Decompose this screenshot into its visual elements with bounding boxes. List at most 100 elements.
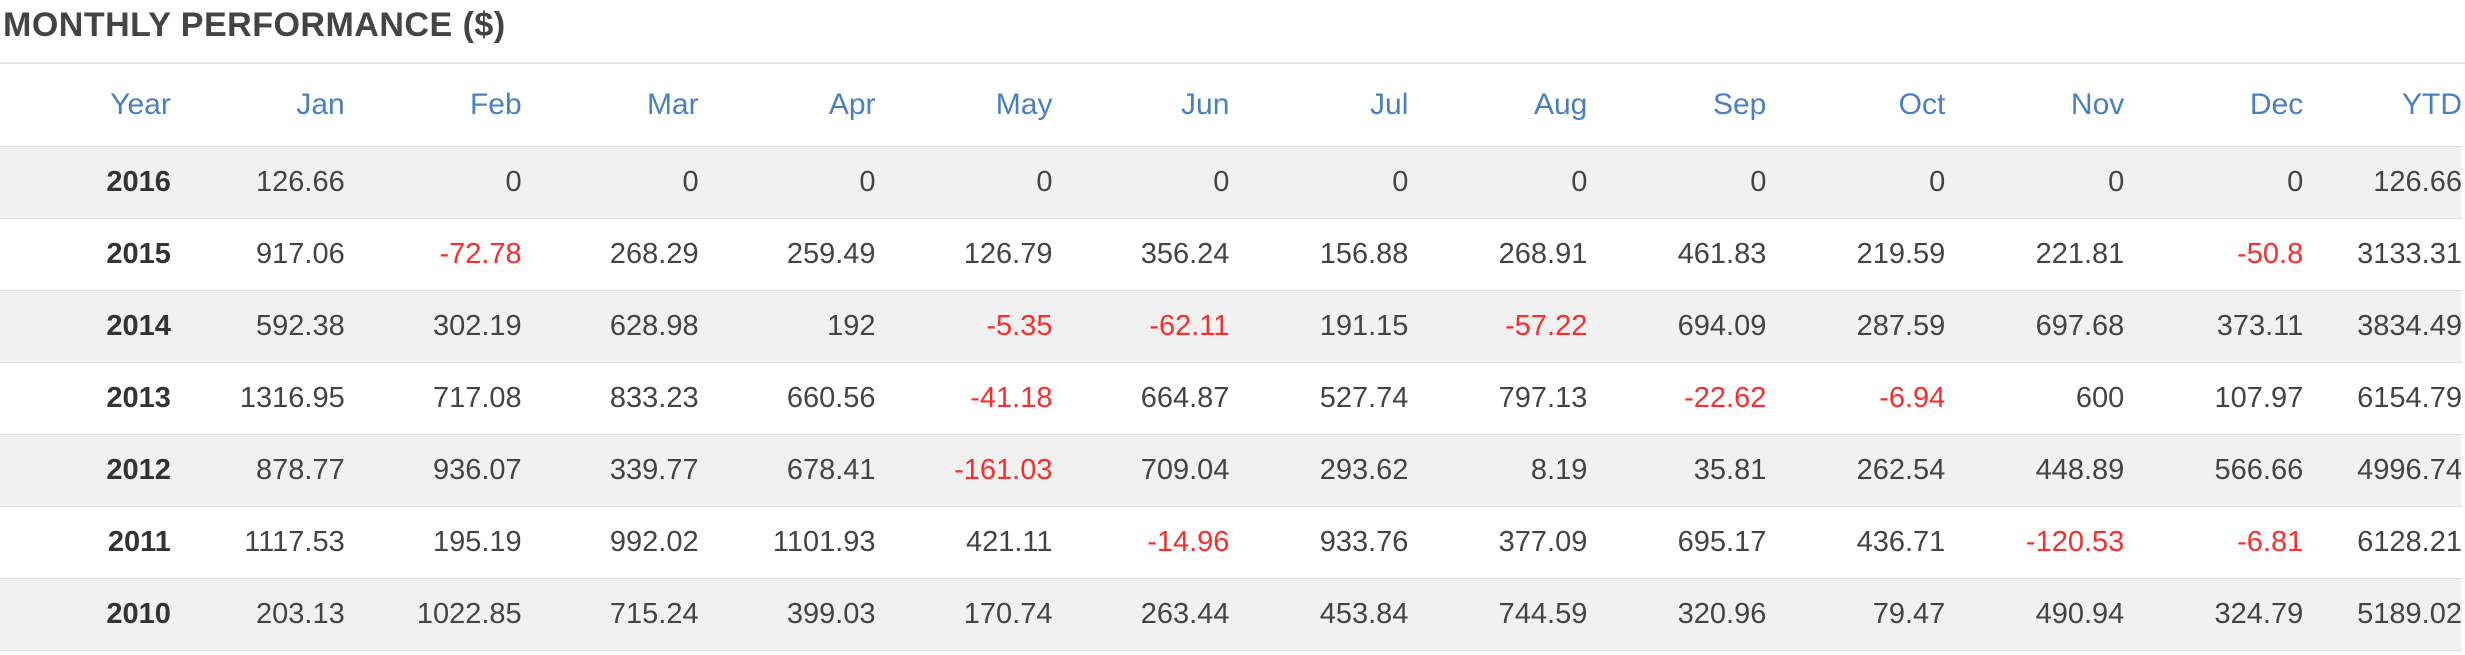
column-header-aug: Aug: [1533, 87, 1588, 121]
value-cell-sep: 461.83: [1587, 217, 1767, 290]
table-row: 2010 203.13 1022.85 715.24 399.03 170.74 263.4…: [0, 577, 2462, 651]
value-cell-mar: 0: [521, 145, 699, 218]
value-cell-jun: 263.44: [1052, 577, 1230, 651]
value-cell-sep: 694.09: [1587, 289, 1767, 362]
value-cell-feb: 1022.85: [344, 577, 522, 651]
value-cell-jan: 1316.95: [170, 361, 345, 434]
year-cell: 2014: [0, 289, 171, 362]
table-row: 2011 1117.53 195.19 992.02 1101.93 421.11 -14.…: [0, 505, 2462, 578]
value-cell-jan: 592.38: [170, 289, 345, 362]
value-cell-feb: -72.78: [344, 217, 522, 290]
column-header-mar: Mar: [646, 87, 699, 121]
value-cell-aug: 744.59: [1408, 577, 1588, 651]
table-row: 2012 878.77 936.07 339.77 678.41 -161.03 709.0…: [0, 433, 2462, 506]
value-cell-dec: 566.66: [2124, 433, 2304, 506]
column-header-jul: Jul: [1370, 87, 1409, 121]
title-divider: [0, 62, 2465, 64]
value-cell-nov: 600: [1945, 361, 2125, 434]
year-cell: 2013: [0, 361, 171, 434]
value-cell-feb: 717.08: [344, 361, 522, 434]
value-cell-feb: 0: [344, 145, 522, 218]
value-cell-jan: 917.06: [170, 217, 345, 290]
value-cell-mar: 628.98: [521, 289, 699, 362]
table-row: 2014 592.38 302.19 628.98 192 -5.35 -62.11 191.…: [0, 289, 2462, 362]
value-cell-jul: 156.88: [1229, 217, 1409, 290]
value-cell-ytd: 6154.79: [2303, 361, 2462, 434]
value-cell-apr: 678.41: [698, 433, 876, 506]
value-cell-aug: 268.91: [1408, 217, 1588, 290]
value-cell-jul: 0: [1229, 145, 1409, 218]
value-cell-feb: 302.19: [344, 289, 522, 362]
header-row: Year Jan Feb Mar Apr May Jun Jul Aug Sep Oct Nov Dec…: [0, 64, 2462, 146]
table-header: Year Jan Feb Mar Apr May Jun Jul Aug Sep Oct Nov Dec…: [0, 64, 2462, 146]
column-header-apr: Apr: [828, 87, 876, 121]
value-cell-nov: 490.94: [1945, 577, 2125, 651]
value-cell-dec: 107.97: [2124, 361, 2304, 434]
value-cell-oct: 79.47: [1766, 577, 1946, 651]
value-cell-nov: 697.68: [1945, 289, 2125, 362]
value-cell-mar: 715.24: [521, 577, 699, 651]
column-header-dec: Dec: [2249, 87, 2304, 121]
year-cell: 2012: [0, 433, 171, 506]
value-cell-aug: 797.13: [1408, 361, 1588, 434]
value-cell-mar: 339.77: [521, 433, 699, 506]
column-header-sep: Sep: [1712, 87, 1767, 121]
value-cell-apr: 399.03: [698, 577, 876, 651]
value-cell-may: -161.03: [875, 433, 1053, 506]
value-cell-sep: 320.96: [1587, 577, 1767, 651]
value-cell-jun: 356.24: [1052, 217, 1230, 290]
value-cell-jun: -62.11: [1052, 289, 1230, 362]
value-cell-jan: 1117.53: [170, 505, 345, 578]
value-cell-apr: 660.56: [698, 361, 876, 434]
value-cell-dec: -6.81: [2124, 505, 2304, 578]
value-cell-aug: 0: [1408, 145, 1588, 218]
value-cell-aug: 8.19: [1408, 433, 1588, 506]
value-cell-aug: -57.22: [1408, 289, 1588, 362]
value-cell-apr: 192: [698, 289, 876, 362]
value-cell-feb: 936.07: [344, 433, 522, 506]
value-cell-may: 421.11: [875, 505, 1053, 578]
value-cell-mar: 992.02: [521, 505, 699, 578]
table-row: 2013 1316.95 717.08 833.23 660.56 -41.18 664.8…: [0, 361, 2462, 434]
value-cell-dec: 373.11: [2124, 289, 2304, 362]
value-cell-jun: 664.87: [1052, 361, 1230, 434]
value-cell-apr: 259.49: [698, 217, 876, 290]
value-cell-jun: -14.96: [1052, 505, 1230, 578]
value-cell-sep: 0: [1587, 145, 1767, 218]
value-cell-jul: 453.84: [1229, 577, 1409, 651]
value-cell-may: 0: [875, 145, 1053, 218]
value-cell-dec: 0: [2124, 145, 2304, 218]
value-cell-oct: 262.54: [1766, 433, 1946, 506]
value-cell-feb: 195.19: [344, 505, 522, 578]
value-cell-ytd: 4996.74: [2303, 433, 2462, 506]
column-header-jan: Jan: [296, 87, 345, 121]
year-cell: 2010: [0, 577, 171, 651]
page-title: MONTHLY PERFORMANCE ($): [3, 6, 506, 44]
year-cell: 2011: [0, 505, 171, 578]
value-cell-apr: 0: [698, 145, 876, 218]
table-row: 2015 917.06 -72.78 268.29 259.49 126.79 356.24…: [0, 217, 2462, 290]
value-cell-jan: 203.13: [170, 577, 345, 651]
column-header-ytd: YTD: [2402, 87, 2462, 121]
value-cell-jul: 527.74: [1229, 361, 1409, 434]
value-cell-oct: 287.59: [1766, 289, 1946, 362]
value-cell-oct: 0: [1766, 145, 1946, 218]
value-cell-nov: 0: [1945, 145, 2125, 218]
value-cell-aug: 377.09: [1408, 505, 1588, 578]
table-body: 2016 126.66 0 0 0 0 0 0 0 0 0 0 0 126.66 2015 917.06 -72…: [0, 145, 2462, 651]
value-cell-nov: 448.89: [1945, 433, 2125, 506]
value-cell-sep: 695.17: [1587, 505, 1767, 578]
value-cell-jul: 293.62: [1229, 433, 1409, 506]
value-cell-may: 126.79: [875, 217, 1053, 290]
value-cell-may: -5.35: [875, 289, 1053, 362]
value-cell-may: 170.74: [875, 577, 1053, 651]
value-cell-jun: 709.04: [1052, 433, 1230, 506]
value-cell-sep: 35.81: [1587, 433, 1767, 506]
value-cell-may: -41.18: [875, 361, 1053, 434]
value-cell-mar: 833.23: [521, 361, 699, 434]
column-header-may: May: [995, 87, 1053, 121]
value-cell-dec: -50.8: [2124, 217, 2304, 290]
value-cell-ytd: 6128.21: [2303, 505, 2462, 578]
value-cell-dec: 324.79: [2124, 577, 2304, 651]
value-cell-ytd: 126.66: [2303, 145, 2462, 218]
